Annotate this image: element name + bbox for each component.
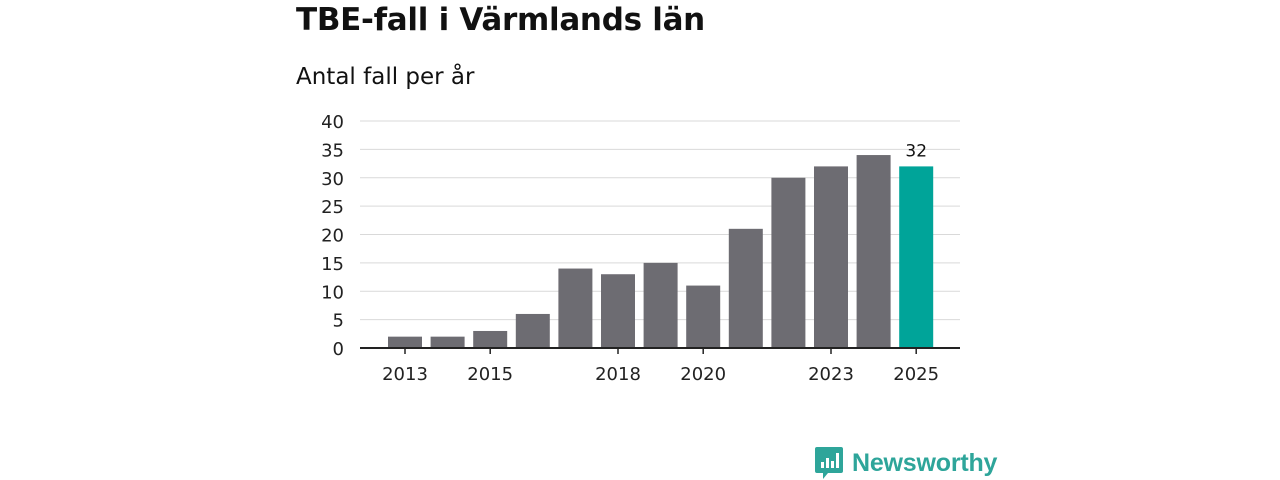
y-tick-label: 0 xyxy=(333,339,344,360)
bar-2014 xyxy=(430,336,465,348)
bar-2017 xyxy=(558,268,593,348)
y-tick-label: 5 xyxy=(333,311,344,332)
bar-2022 xyxy=(771,177,806,348)
bar-2016 xyxy=(515,313,550,348)
x-tick-label: 2025 xyxy=(893,364,939,385)
brand-logo: Newsworthy xyxy=(814,446,997,480)
y-tick-label: 10 xyxy=(321,282,344,303)
x-tick-label: 2020 xyxy=(680,364,726,385)
bar-2021 xyxy=(728,228,763,348)
newsworthy-logo-icon xyxy=(815,447,843,479)
bar-2020 xyxy=(686,285,721,348)
x-tick-label: 2013 xyxy=(382,364,428,385)
bar-2023 xyxy=(814,166,848,348)
bar-2024 xyxy=(856,155,891,348)
y-tick-label: 35 xyxy=(321,140,344,161)
x-tick-label: 2018 xyxy=(595,364,641,385)
data-label: 32 xyxy=(905,141,927,161)
bar-2015 xyxy=(473,330,508,348)
y-tick-label: 15 xyxy=(321,254,344,275)
bar-2025 xyxy=(899,166,934,348)
chart-title: TBE-fall i Värmlands län xyxy=(296,2,705,38)
bar-2018 xyxy=(601,274,635,348)
y-tick-label: 30 xyxy=(321,169,344,190)
chart-subtitle: Antal fall per år xyxy=(296,64,475,90)
x-tick-label: 2023 xyxy=(808,364,854,385)
y-tick-label: 20 xyxy=(321,226,344,247)
bar-2019 xyxy=(643,262,678,348)
x-tick-label: 2015 xyxy=(467,364,513,385)
brand-name: Newsworthy xyxy=(852,448,998,477)
y-tick-label: 40 xyxy=(321,112,344,133)
bar-2013 xyxy=(388,336,422,348)
y-tick-label: 25 xyxy=(321,197,344,218)
